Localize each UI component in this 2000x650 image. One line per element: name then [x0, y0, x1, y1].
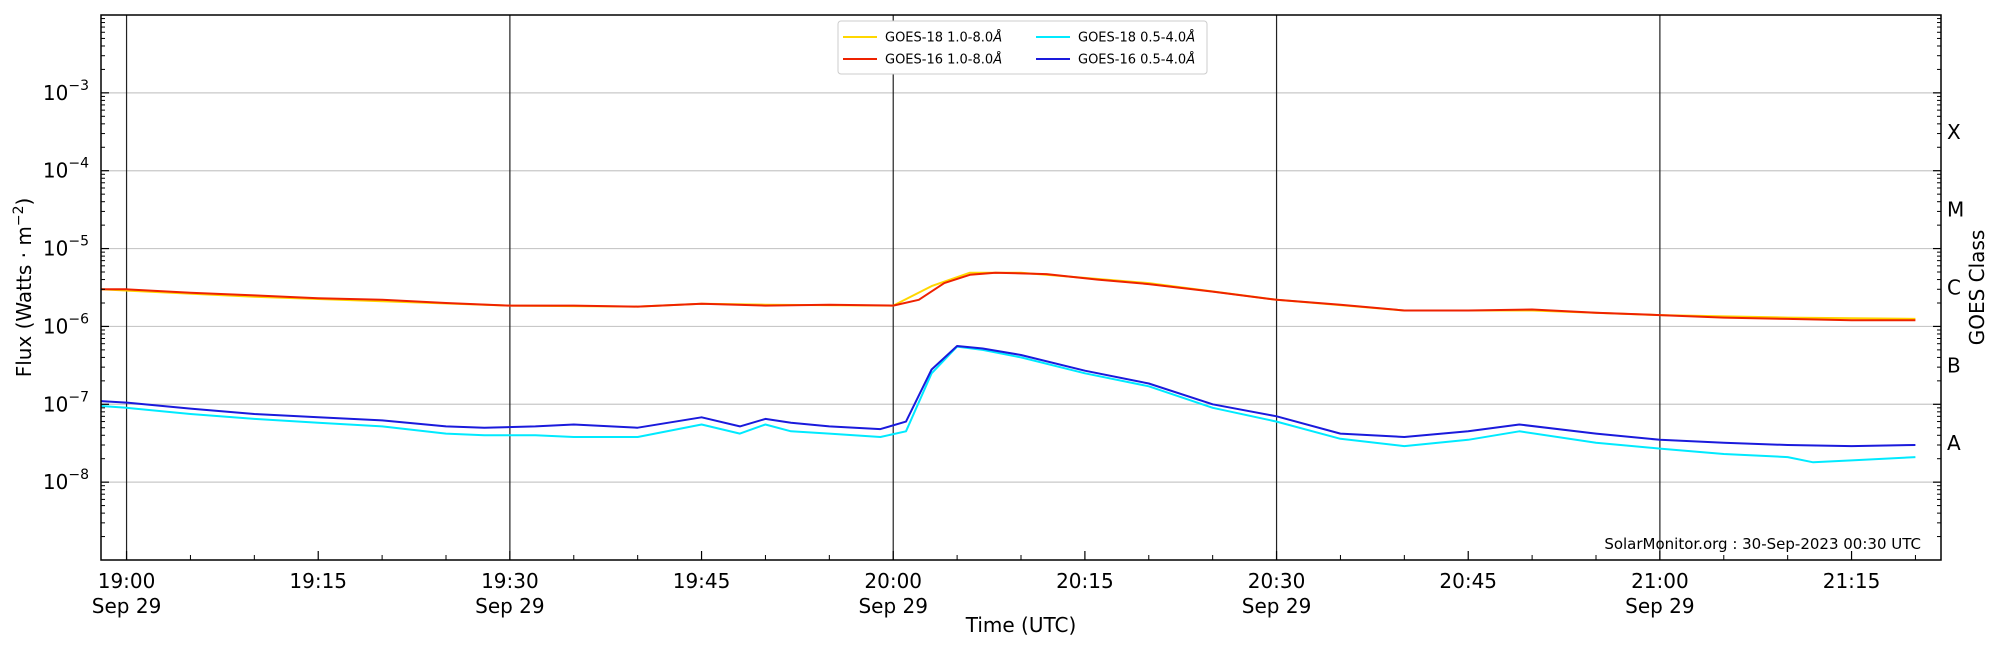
x-tick-label: 21:15: [1823, 569, 1881, 593]
plot-frame: [100, 14, 1942, 561]
y-tick-label: 10−8: [43, 467, 89, 494]
y-tick-label: 10−3: [43, 78, 89, 105]
goes-class-label: X: [1947, 120, 1961, 144]
x-tick-date-label: Sep 29: [1625, 594, 1695, 618]
series-line: [100, 345, 1916, 448]
x-tick-date-label: Sep 29: [1242, 594, 1312, 618]
x-tick-label: 19:15: [289, 569, 347, 593]
x-tick-date-label: Sep 29: [475, 594, 545, 618]
goes-class-label: A: [1947, 431, 1961, 455]
series-line: [100, 345, 1916, 464]
goes-class-axis-title: GOES Class: [1965, 230, 1989, 346]
x-tick-label: 20:15: [1056, 569, 1114, 593]
goes-class-label: B: [1947, 353, 1961, 377]
y-tick-label: 10−5: [43, 234, 89, 261]
legend-label: GOES-16 1.0-8.0Å: [885, 52, 1002, 68]
goes-class-label: M: [1947, 198, 1964, 222]
x-tick-label: 21:00: [1631, 569, 1689, 593]
credit-text: SolarMonitor.org : 30-Sep-2023 00:30 UTC: [1604, 535, 1921, 553]
x-tick-date-label: Sep 29: [92, 594, 162, 618]
legend: GOES-18 1.0-8.0Å GOES-18 0.5-4.0Å GOES-16 …: [837, 20, 1208, 75]
goes-class-label: C: [1947, 276, 1961, 300]
y-tick-label: 10−6: [43, 311, 89, 338]
x-axis-title: Time (UTC): [965, 613, 1077, 637]
x-tick-label: 19:45: [673, 569, 731, 593]
x-tick-date-label: Sep 29: [858, 594, 928, 618]
legend-label: GOES-18 1.0-8.0Å: [885, 30, 1002, 46]
legend-label: GOES-18 0.5-4.0Å: [1078, 30, 1195, 46]
x-tick-label: 20:45: [1439, 569, 1497, 593]
y-tick-label: 10−4: [43, 156, 89, 183]
legend-label: GOES-16 0.5-4.0Å: [1078, 52, 1195, 68]
series-line: [100, 271, 1916, 320]
x-tick-label: 19:00: [98, 569, 156, 593]
legend-box: [837, 20, 1208, 75]
y-axis-title: Flux (Watts · m−2): [11, 198, 36, 378]
x-tick-label: 19:30: [481, 569, 539, 593]
goes-class-labels: A B C M X: [1947, 120, 1964, 455]
y-axis-ticks: 10−8 10−7 10−6 10−5 10−4 10−3: [43, 18, 1941, 538]
grid: [101, 15, 1941, 560]
series-lines: [100, 271, 1916, 464]
y-tick-label: 10−7: [43, 389, 89, 416]
x-tick-label: 20:00: [864, 569, 922, 593]
series-line: [101, 271, 1916, 322]
x-tick-label: 20:30: [1248, 569, 1306, 593]
